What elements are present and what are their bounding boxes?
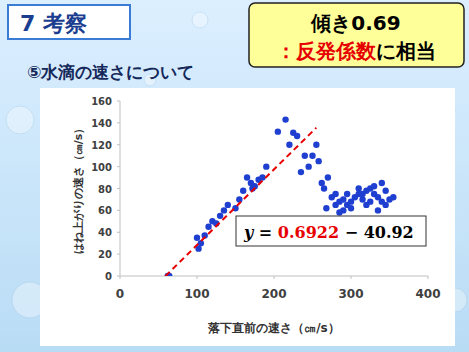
callout-part: ：反発係数 (276, 39, 377, 63)
background (0, 0, 469, 352)
y-tick-label: 0 (105, 271, 112, 282)
y-tick-label: 160 (91, 96, 112, 107)
point (286, 142, 292, 148)
point (367, 198, 373, 204)
point (340, 207, 346, 213)
point (205, 224, 211, 230)
y-tick-label: 100 (91, 162, 112, 173)
point (263, 163, 269, 169)
x-tick (120, 276, 121, 279)
point (282, 116, 288, 122)
point (382, 187, 388, 193)
point (325, 174, 331, 180)
point (375, 207, 381, 213)
section-box (8, 5, 130, 39)
point (198, 240, 204, 246)
section-title: 7 考察 (20, 11, 87, 36)
y-tick-label: 20 (98, 249, 112, 260)
point (371, 183, 377, 189)
point (194, 235, 200, 241)
y-tick (117, 254, 120, 255)
x-tick-label: 200 (261, 287, 286, 301)
equation-slope: 0.6922 (278, 223, 339, 242)
y-tick (117, 144, 120, 145)
point (348, 205, 354, 211)
point (323, 205, 329, 211)
point (305, 163, 311, 169)
x-tick-label: 100 (184, 287, 209, 301)
callout-title: 傾き0.69 (310, 11, 400, 35)
point (340, 196, 346, 202)
y-tick (117, 210, 120, 211)
point (240, 187, 246, 193)
callout-part: に相当 (376, 39, 436, 63)
point (217, 213, 223, 219)
equation-lhs: y = (243, 223, 278, 242)
x-tick (197, 276, 198, 279)
point (321, 185, 327, 191)
y-tick-label: 60 (98, 205, 112, 216)
fit-line (165, 128, 316, 276)
point (382, 202, 388, 208)
plot (165, 116, 397, 276)
point (309, 152, 315, 158)
point (302, 152, 308, 158)
point (315, 158, 321, 164)
y-axis-label: はね上がりの速さ（㎝/s） (72, 123, 85, 255)
point (221, 207, 227, 213)
y-tick (117, 101, 120, 102)
x-tick (428, 276, 429, 279)
point (319, 180, 325, 186)
point (298, 169, 304, 175)
equation-box (236, 216, 426, 246)
point (379, 180, 385, 186)
y-tick (117, 122, 120, 123)
point (259, 174, 265, 180)
point (244, 174, 250, 180)
callout-text: ：反発係数に相当 (276, 39, 436, 63)
y-tick-label: 40 (98, 227, 112, 238)
point (332, 191, 338, 197)
point (359, 196, 365, 202)
point (344, 191, 350, 197)
point (294, 133, 300, 139)
slide: 7 考察 ⑤水滴の速さについて 傾き0.69 ：反発係数に相当 0 20 40 60 80 100… (0, 0, 469, 352)
point (356, 185, 362, 191)
heading: ⑤水滴の速さについて (27, 62, 194, 82)
y-tick-label: 80 (98, 184, 112, 195)
y-tick-label: 120 (91, 140, 112, 151)
y-tick (117, 166, 120, 167)
point (313, 142, 319, 148)
point (236, 196, 242, 202)
x-tick (351, 276, 352, 279)
equation-rest: − 40.92 (339, 223, 414, 242)
y-tick-label: 140 (91, 118, 112, 129)
drop (6, 106, 34, 134)
callout-box (249, 3, 464, 67)
x-tick-label: 400 (415, 287, 440, 301)
y-tick (117, 188, 120, 189)
point (390, 194, 396, 200)
point (275, 128, 281, 134)
x-axis-label: 落下直前の速さ（㎝/s） (207, 321, 340, 335)
point (225, 202, 231, 208)
chart-area (40, 88, 455, 346)
drop (192, 12, 208, 28)
y-tick (117, 232, 120, 233)
equation: y = 0.6922 − 40.92 (243, 223, 414, 242)
x-tick-label: 300 (338, 287, 363, 301)
x-tick-label: 0 (116, 287, 124, 301)
x-tick (274, 276, 275, 279)
